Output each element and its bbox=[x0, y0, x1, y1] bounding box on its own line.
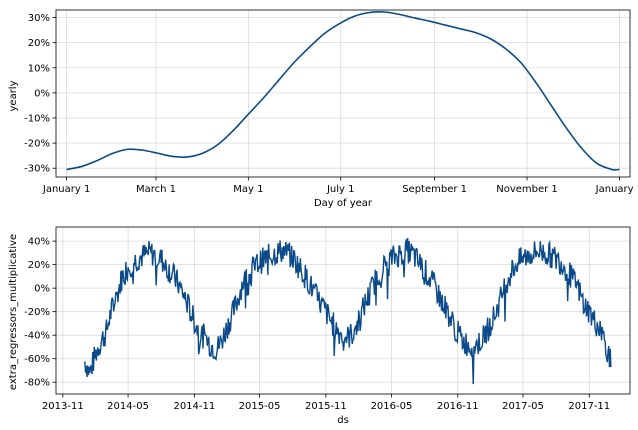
x-tick-label: January 1 bbox=[42, 184, 90, 195]
x-tick-label: March 1 bbox=[136, 184, 176, 195]
regressors-series-line bbox=[84, 238, 612, 385]
yearly-grid bbox=[56, 10, 630, 177]
yearly-series-line bbox=[66, 11, 620, 171]
x-tick-label: November 1 bbox=[496, 184, 558, 195]
y-tick-label: -20% bbox=[24, 139, 50, 150]
y-tick-label: 20% bbox=[28, 38, 50, 49]
x-tick-label: 2014-05 bbox=[107, 401, 149, 412]
x-tick-label: 2015-05 bbox=[239, 401, 281, 412]
regressors-y-axis-label: extra_regressors_multiplicative bbox=[8, 234, 19, 390]
y-tick-label: -10% bbox=[24, 113, 50, 124]
y-tick-label: -80% bbox=[24, 378, 50, 389]
regressors-x-ticks: 2013-11 2014-05 2014-11 2015-05 2015-11 2016-… bbox=[42, 394, 610, 412]
yearly-x-ticks: January 1 March 1 May 1 July 1 September 1 No… bbox=[42, 177, 638, 195]
x-tick-label: 2015-11 bbox=[305, 401, 347, 412]
x-tick-label: 2016-11 bbox=[437, 401, 479, 412]
regressors-y-ticks: 40% 20% 0% -20% -40% -60% -80% bbox=[24, 237, 56, 389]
x-tick-label: 2017-11 bbox=[568, 401, 610, 412]
x-tick-label: July 1 bbox=[326, 184, 355, 195]
y-tick-label: 20% bbox=[28, 260, 50, 271]
x-tick-label: January 1 bbox=[595, 184, 638, 195]
y-tick-label: -60% bbox=[24, 354, 50, 365]
y-tick-label: 0% bbox=[34, 88, 50, 99]
regressors-axes-frame bbox=[55, 226, 631, 395]
y-tick-label: -40% bbox=[24, 331, 50, 342]
yearly-chart: January 1 March 1 May 1 July 1 September 1 No… bbox=[8, 9, 638, 209]
yearly-x-axis-label: Day of year bbox=[314, 198, 373, 209]
yearly-axes-frame bbox=[55, 9, 631, 178]
x-tick-label: 2017-05 bbox=[502, 401, 544, 412]
y-tick-label: 0% bbox=[34, 284, 50, 295]
x-tick-label: 2013-11 bbox=[42, 401, 84, 412]
yearly-y-axis-label: yearly bbox=[8, 80, 19, 111]
y-tick-label: -30% bbox=[24, 164, 50, 175]
x-tick-label: September 1 bbox=[402, 184, 467, 195]
y-tick-label: 10% bbox=[28, 63, 50, 74]
regressors-chart: 2013-11 2014-05 2014-11 2015-05 2015-11 2016-… bbox=[8, 226, 631, 426]
x-tick-label: 2014-11 bbox=[173, 401, 215, 412]
y-tick-label: 40% bbox=[28, 237, 50, 248]
regressors-x-axis-label: ds bbox=[337, 415, 349, 426]
x-tick-label: 2016-05 bbox=[371, 401, 413, 412]
y-tick-label: 30% bbox=[28, 13, 50, 24]
yearly-y-ticks: 30% 20% 10% 0% -10% -20% -30% bbox=[24, 13, 56, 175]
y-tick-label: -20% bbox=[24, 307, 50, 318]
x-tick-label: May 1 bbox=[233, 184, 263, 195]
